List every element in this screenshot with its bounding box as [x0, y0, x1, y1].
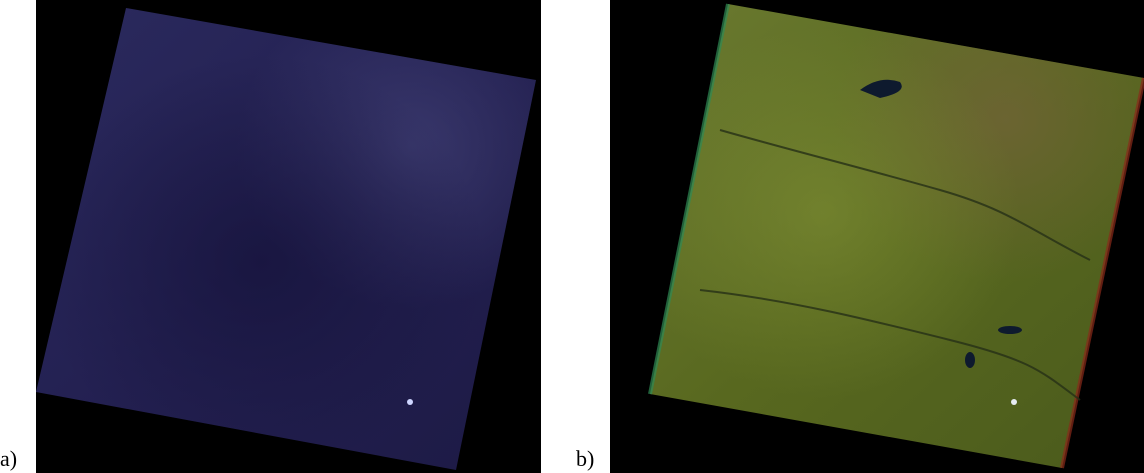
- panel-label-a: a): [0, 446, 18, 471]
- satellite-image-a: [36, 0, 541, 473]
- satellite-image-b: [610, 0, 1144, 473]
- satellite-scene-a: [36, 8, 536, 470]
- panel-label-b: b): [576, 446, 595, 471]
- satellite-scene-b: [648, 3, 1144, 469]
